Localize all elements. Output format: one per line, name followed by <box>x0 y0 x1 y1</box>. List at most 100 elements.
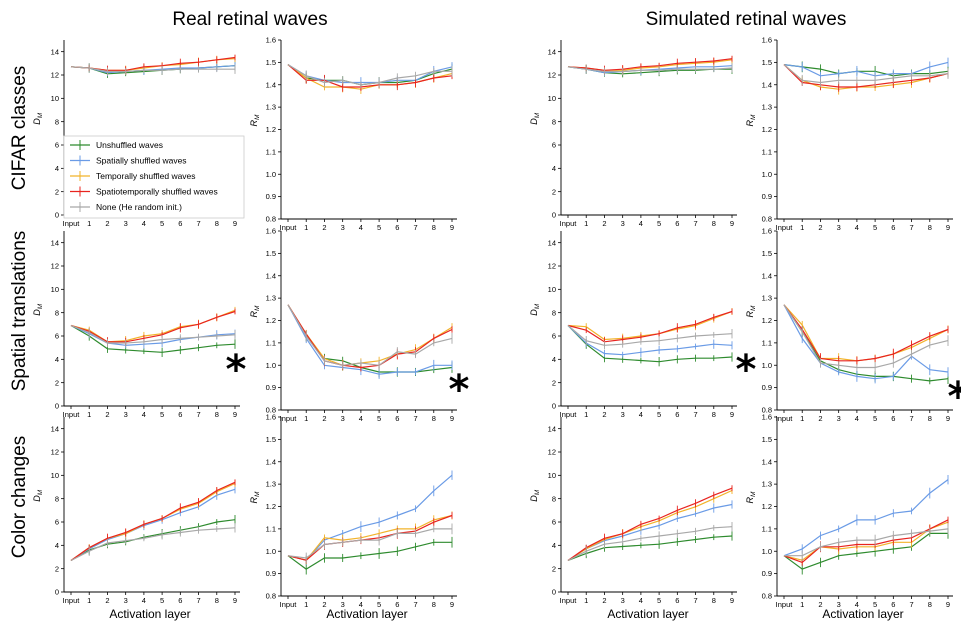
y-tick-label: 1.2 <box>762 316 772 325</box>
x-tick-label: 8 <box>215 410 219 419</box>
y-axis-label: DM <box>32 112 44 125</box>
y-axis-label: DM <box>529 489 541 502</box>
x-tick-label: Input <box>63 219 81 228</box>
x-tick-label: 1 <box>87 219 91 228</box>
x-tick-label: 7 <box>909 414 913 423</box>
x-tick-label: 3 <box>837 414 841 423</box>
y-tick-label: 6 <box>552 332 556 341</box>
x-tick-label: 4 <box>855 600 859 609</box>
y-tick-label: 8 <box>55 494 59 503</box>
y-tick-label: 1.3 <box>762 294 772 303</box>
x-tick-label: 1 <box>304 600 308 609</box>
x-tick-label: 2 <box>602 596 606 605</box>
y-tick-label: 1.1 <box>266 147 276 156</box>
x-tick-label: 5 <box>160 219 164 228</box>
panel-1: 0.8 0.9 1.0 1.1 1.2 1.3 1.4 1.5 1.6 Input 1 2 3 4 5 6 7 8… <box>249 36 457 232</box>
y-tick-label: 1.4 <box>762 271 772 280</box>
x-tick-label: 8 <box>928 414 932 423</box>
y-tick-label: 8 <box>55 308 59 317</box>
y-tick-label: 1.0 <box>266 547 276 556</box>
x-tick-label: Input <box>280 223 298 232</box>
x-tick-label: 6 <box>675 410 679 419</box>
x-tick-label: 8 <box>928 600 932 609</box>
x-tick-label: 8 <box>215 219 219 228</box>
x-tick-label: 3 <box>341 600 345 609</box>
series-line <box>287 304 453 369</box>
y-tick-label: 4 <box>55 541 59 550</box>
x-tick-label: 3 <box>837 223 841 232</box>
y-tick-label: 2 <box>552 378 556 387</box>
y-tick-label: 0.8 <box>762 406 772 415</box>
x-tick-label: 4 <box>142 410 146 419</box>
series-line <box>287 64 452 86</box>
x-tick-label: 7 <box>196 219 200 228</box>
x-tick-label: 2 <box>818 223 822 232</box>
x-tick-label: Input <box>560 219 578 228</box>
y-tick-label: 1.1 <box>762 147 772 156</box>
x-tick-label: 3 <box>124 596 128 605</box>
series-line <box>783 304 949 362</box>
panel-3: 0.8 0.9 1.0 1.1 1.2 1.3 1.4 1.5 1.6 Input 1 2 3 4 5 6 7 8… <box>745 36 953 232</box>
y-tick-label: 12 <box>51 448 59 457</box>
series-line <box>287 304 453 366</box>
x-tick-label: 7 <box>693 596 697 605</box>
series-line <box>783 532 948 570</box>
y-tick-label: 0 <box>552 402 556 411</box>
x-tick-label: 9 <box>450 414 454 423</box>
x-tick-label: 6 <box>178 596 182 605</box>
y-tick-label: 10 <box>548 471 556 480</box>
y-tick-label: 1.0 <box>266 170 276 179</box>
x-tick-label: 2 <box>818 414 822 423</box>
x-tick-label: 8 <box>215 596 219 605</box>
y-axis-label: DM <box>32 303 44 316</box>
y-tick-label: 0 <box>55 211 59 220</box>
legend-label: Unshuffled waves <box>96 140 163 150</box>
x-tick-label: 1 <box>304 414 308 423</box>
x-tick-label: 7 <box>693 219 697 228</box>
column-title-real: Real retinal waves <box>172 9 327 30</box>
y-tick-label: 1.4 <box>762 80 772 89</box>
y-tick-label: 1.5 <box>762 249 772 258</box>
x-tick-label: 8 <box>928 223 932 232</box>
y-tick-label: 2 <box>55 564 59 573</box>
y-tick-label: 1.4 <box>762 457 772 466</box>
y-tick-label: 0.9 <box>762 192 772 201</box>
y-tick-label: 1.4 <box>266 80 276 89</box>
series-line <box>567 66 733 73</box>
x-tick-label: 6 <box>891 414 895 423</box>
y-tick-label: 2 <box>552 564 556 573</box>
y-tick-label: 1.5 <box>266 249 276 258</box>
significance-star-real-dm: * <box>226 347 247 393</box>
y-tick-label: 14 <box>51 424 59 433</box>
x-tick-label: 1 <box>304 223 308 232</box>
y-axis-label: DM <box>529 112 541 125</box>
x-axis-label-real-dm: Activation layer <box>109 607 190 621</box>
y-tick-label: 0.9 <box>266 569 276 578</box>
x-tick-label: Input <box>560 410 578 419</box>
y-tick-label: 1.5 <box>266 435 276 444</box>
y-tick-label: 4 <box>552 164 556 173</box>
x-tick-label: Input <box>63 410 81 419</box>
x-tick-label: 1 <box>584 219 588 228</box>
series-line <box>567 58 733 71</box>
legend-box <box>63 135 245 219</box>
y-tick-label: 1.3 <box>762 103 772 112</box>
y-tick-label: 8 <box>55 117 59 126</box>
x-tick-label: 1 <box>800 600 804 609</box>
series-line <box>287 304 453 366</box>
x-tick-label: 7 <box>196 596 200 605</box>
panel-9: 0.8 0.9 1.0 1.1 1.2 1.3 1.4 1.5 1.6 Input 1 2 3 4 5 6 7 8… <box>249 413 457 609</box>
series-line <box>783 61 949 77</box>
y-tick-label: 12 <box>51 262 59 271</box>
y-tick-label: 1.0 <box>762 361 772 370</box>
x-tick-label: Input <box>776 223 794 232</box>
x-tick-label: 6 <box>178 410 182 419</box>
series-line <box>567 487 733 561</box>
series-line <box>783 64 949 88</box>
y-tick-label: 1.6 <box>266 227 276 236</box>
y-tick-label: 1.5 <box>762 58 772 67</box>
row-label-spatial: Spatial translations <box>9 231 30 392</box>
